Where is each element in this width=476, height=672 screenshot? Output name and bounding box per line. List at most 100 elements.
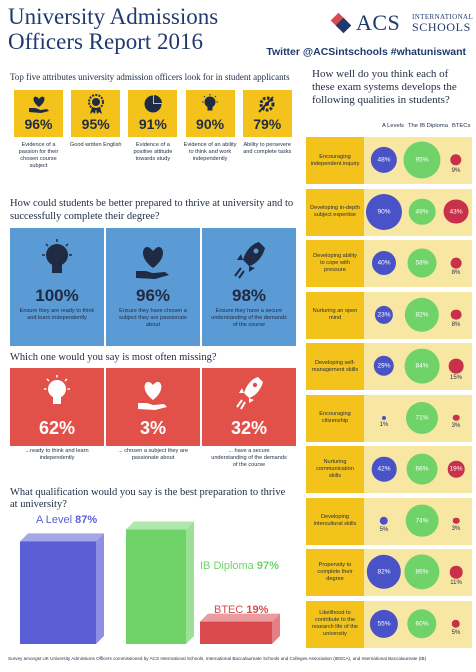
bubble-the-ib-diploma <box>406 453 438 485</box>
acs-logo: ACS INTERNATIONAL SCHOOLS <box>330 10 474 42</box>
heart-hand-icon <box>138 381 167 410</box>
bubble-value: 9% <box>451 167 461 174</box>
systems-row-label: Nurturing an open mind <box>312 308 358 321</box>
qualification-question: What qualification would you say is the … <box>10 487 286 510</box>
missing-percent: 3% <box>139 418 166 438</box>
bubble-value: 43% <box>449 208 463 215</box>
bubble-value: 29% <box>377 362 391 370</box>
column-header-ib-diploma: The IB Diploma <box>408 123 448 129</box>
row-label-background <box>306 600 364 648</box>
bubble-value: 3% <box>451 422 461 429</box>
row-label-background <box>306 343 364 390</box>
attribute-label: Evidence of a positive attitude towards … <box>133 142 173 162</box>
bubble-value: 60% <box>415 620 429 627</box>
qualification-bar-chart: A Level 87% IB Diploma 97% BTEC 19% <box>10 510 296 648</box>
bubble-value: 3% <box>451 525 461 532</box>
row-label-background <box>306 446 364 493</box>
prepare-labels: Ensure they are ready to think and learn… <box>10 308 296 329</box>
column-header-a-levels: A Levels <box>382 123 404 129</box>
systems-row-label: Encouraging citizenship <box>319 411 351 424</box>
prepare-row: 100% 96% 98% <box>10 228 296 346</box>
bubble-a-levels <box>371 456 397 482</box>
attribute-card: 91% Evidence of a positive attitude towa… <box>124 90 181 190</box>
bar-top <box>20 533 104 542</box>
bar-a-level <box>20 533 104 644</box>
systems-row: Nurturing communication skills 42% 66% 19% <box>306 446 472 493</box>
bar-name: A Level <box>36 514 73 526</box>
gear-wrench-icon <box>258 96 275 113</box>
missing-percent: 32% <box>230 418 268 438</box>
footer-note: Survey amongst UK University Admissions … <box>8 656 427 661</box>
systems-column-headers: A Levels The IB Diploma BTECs <box>306 123 472 135</box>
missing-card: 3% <box>106 368 200 446</box>
bubble-value: 42% <box>377 465 391 473</box>
bar-label-ib-diploma: IB Diploma 97% <box>200 560 279 572</box>
bubble-value: 74% <box>415 517 429 524</box>
attribute-label: Good written English <box>69 142 122 148</box>
row-label-background <box>306 188 364 236</box>
bubble-a-levels <box>365 193 403 230</box>
bubble-btecs <box>450 257 462 269</box>
systems-row-label: Developing self-management skills <box>311 359 359 373</box>
bar-percent: 87% <box>75 514 98 526</box>
attribute-label: Evidence of an ability to think and work… <box>183 142 237 162</box>
bar-face <box>20 541 96 644</box>
bubble-value: 82% <box>415 311 429 318</box>
bubble-the-ib-diploma <box>404 348 440 384</box>
heart-hand-icon <box>136 246 169 279</box>
bar-percent: 19% <box>246 604 269 616</box>
missing-row: 62% 3% 32% <box>10 368 296 446</box>
systems-row: Developing intercultural skills 5% 74% 3% <box>306 497 472 545</box>
bubble-value: 8% <box>451 321 461 328</box>
prepare-label: Ensure they have a secure understanding … <box>211 308 287 328</box>
missing-label: ... have a secure understanding of the d… <box>211 448 287 468</box>
bubble-value: 23% <box>377 311 391 318</box>
bubble-the-ib-diploma <box>405 504 439 537</box>
systems-row-label: Encouraging independent inquiry <box>310 153 360 167</box>
systems-row: Nurturing an open mind 23% 82% 8% <box>306 291 472 339</box>
qualification-bars-svg <box>20 521 280 644</box>
pie-chart-icon <box>144 95 162 113</box>
lightbulb-icon <box>202 94 219 111</box>
bubble-the-ib-diploma <box>408 198 436 225</box>
attribute-card: 95% Good written English <box>67 90 124 190</box>
prepare-question: How could students be better prepared to… <box>10 198 294 222</box>
rocket-icon <box>234 242 265 279</box>
logo-acs-text: ACS <box>356 10 401 35</box>
bubble-a-levels <box>366 554 402 590</box>
bar-top <box>126 521 194 530</box>
bubble-btecs <box>451 619 461 628</box>
bubble-a-levels <box>370 146 398 174</box>
bubble-value: 82% <box>377 568 391 576</box>
bubble-a-levels <box>374 305 394 324</box>
bubble-value: 11% <box>450 580 462 587</box>
attribute-card: 90% Evidence of an ability to think and … <box>182 90 239 190</box>
systems-row-label: Developing intercultural skills <box>313 514 357 527</box>
bubble-value: 58% <box>415 259 429 267</box>
missing-percent: 62% <box>38 418 76 438</box>
attribute-percent: 91% <box>138 116 167 132</box>
systems-row-label: Likelihood to contribute to the research… <box>311 610 359 637</box>
bubble-btecs <box>452 414 460 421</box>
bubble-the-ib-diploma <box>407 608 437 639</box>
title-line-2: Officers Report 2016 <box>8 29 204 54</box>
bubble-a-levels <box>379 516 389 525</box>
bar-btec <box>200 613 280 644</box>
bubble-value: 48% <box>377 156 391 164</box>
bubble-btecs <box>450 154 462 166</box>
logo-schools-text: SCHOOLS <box>412 20 471 34</box>
systems-row: Propensity to complete their degree 82% 86… <box>306 549 472 596</box>
bubble-btecs <box>449 565 463 579</box>
bubble-value: 95% <box>415 156 429 164</box>
attributes-question: Top five attributes university admission… <box>10 72 290 82</box>
bar-percent: 97% <box>256 560 279 572</box>
missing-card: 32% <box>202 368 296 446</box>
bubble-value: 5% <box>451 629 461 636</box>
logo-international-text: INTERNATIONAL <box>412 13 474 21</box>
bar-side <box>272 613 280 644</box>
systems-question: How well do you think each of these exam… <box>312 68 457 106</box>
systems-row-label: Nurturing communication skills <box>316 459 354 479</box>
attribute-percent: 96% <box>24 116 53 132</box>
bubble-value: 66% <box>415 465 429 473</box>
bar-name: BTEC <box>214 604 244 616</box>
